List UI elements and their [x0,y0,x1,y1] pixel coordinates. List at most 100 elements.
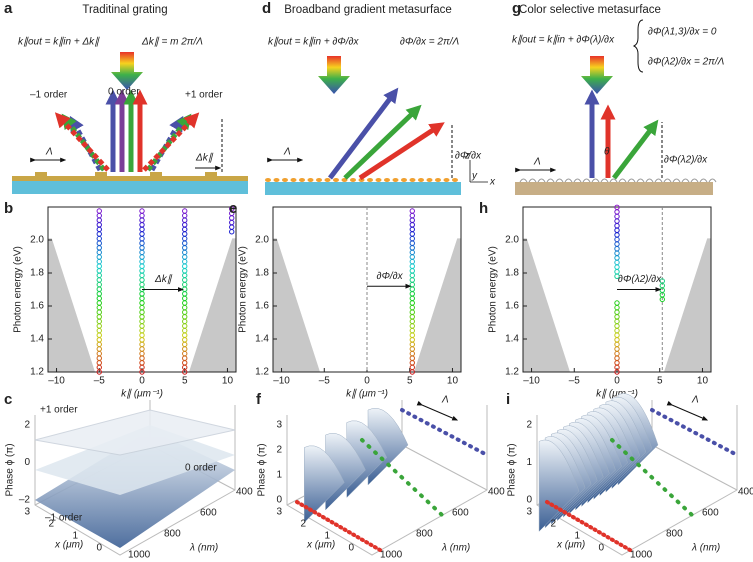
y-tick-label: 1.8 [505,268,519,279]
ring [614,309,620,315]
ring [96,314,102,320]
ring [96,323,102,329]
ring [409,231,415,237]
label: +1 order [185,90,223,101]
mode-column [409,208,415,375]
ring [614,360,620,366]
ring [614,241,620,247]
shape [12,176,248,181]
z-tick-label: 0 [276,495,282,506]
label: Δk∥ [195,153,214,164]
ring [614,341,620,348]
ring [182,240,188,246]
ring [182,341,188,348]
surface [35,425,235,495]
ring [229,229,235,235]
x-tick-label: –5 [569,376,581,387]
forbidden-region [189,238,236,372]
x-tick-label: 5 [407,376,413,387]
ring [409,245,415,251]
antenna [663,178,672,183]
antenna [265,178,271,182]
ring [96,295,102,302]
antenna [573,178,582,183]
ring [182,212,188,219]
ring [614,314,620,320]
shape [515,182,713,195]
ring [96,286,102,292]
ring [96,258,102,265]
ring [139,212,145,219]
period-arrow [666,400,709,421]
x-tick-label: 1 [324,531,330,542]
antenna [690,178,699,183]
antenna [333,178,339,182]
y-tick-label: 2.0 [255,235,269,246]
ring [139,341,145,348]
ring [229,219,235,226]
antenna [519,178,528,183]
ring [614,255,620,261]
y-axis-label: Photon energy (eV) [238,246,249,333]
z-tick-label: 0 [526,495,532,506]
antenna [546,178,555,183]
ring [182,291,188,297]
label: ∂Φ(λ1,3)/∂x = 0 [648,27,717,38]
ring [409,291,415,297]
ring [96,304,102,311]
ring [614,218,620,224]
l-tick-label: 400 [488,487,505,498]
antenna [316,178,322,182]
annotation-label: ∂Φ(λ2)/∂x [618,274,662,285]
z-tick-label: –2 [19,495,31,506]
ring [139,300,145,306]
ring [182,272,188,279]
ring [96,254,102,260]
antenna [324,178,331,182]
ring [614,204,620,211]
ring [614,304,620,311]
l-tick-label: 800 [666,529,683,540]
antenna [384,178,390,182]
ring [409,286,415,292]
ring [96,300,102,306]
ring [614,259,620,266]
antenna [418,178,424,182]
x-tick-label: 1 [574,531,580,542]
y-tick-label: 2.0 [505,235,519,246]
x-tick-label: 1 [72,531,78,542]
period-label: Λ [441,395,449,406]
ring [139,217,145,223]
trace [400,408,489,457]
ring [182,254,188,260]
label: x [489,177,496,188]
trace [360,438,444,517]
ring [409,258,415,265]
ring [139,304,145,311]
shape [581,56,613,94]
shape [35,172,47,176]
label: Δk∥ = m 2π/Λ [141,37,203,48]
ring [614,246,620,252]
antenna [699,178,708,183]
ring [614,250,620,257]
x-tick-label: –10 [273,376,290,387]
ring [409,235,415,242]
ring [614,232,620,238]
antenna [627,178,636,183]
ring [96,235,102,242]
ring [614,327,620,334]
ring [96,226,102,233]
y-tick-label: 1.8 [30,268,44,279]
ring [139,249,145,256]
antenna [600,178,609,183]
antenna [290,178,297,182]
ring [96,360,102,366]
mode-column [182,208,188,375]
ring [182,235,188,242]
ring [139,245,145,251]
panel-letter: e [229,200,237,217]
ring [614,355,620,361]
antenna [681,178,690,183]
